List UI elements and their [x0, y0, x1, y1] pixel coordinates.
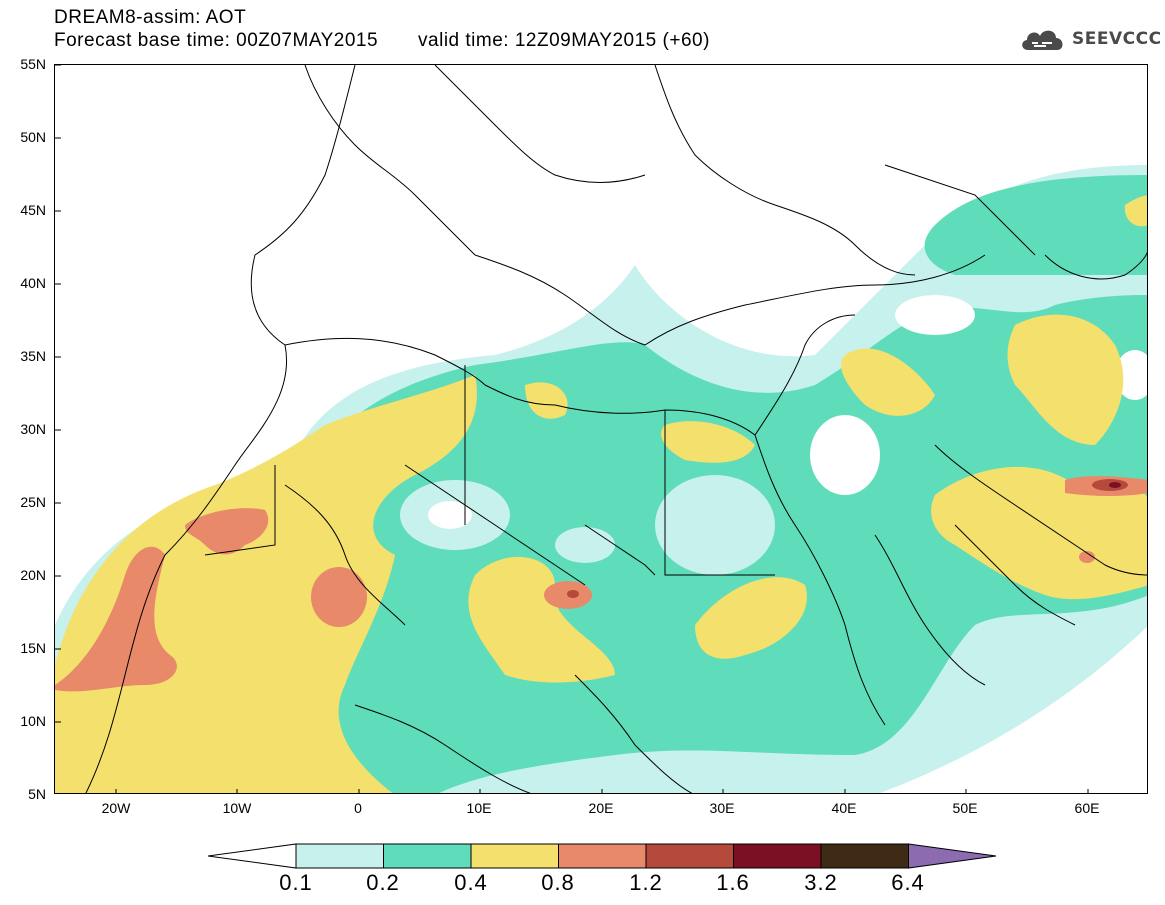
cloud-icon — [1022, 30, 1063, 50]
aot-light-areas — [400, 475, 775, 575]
seevccc-logo: SEEVCCC — [1018, 24, 1162, 54]
colorbar-swatch-3.2 — [820, 843, 909, 869]
graticule-ticks — [55, 65, 1089, 793]
colorbar-over-arrow — [908, 843, 997, 869]
lat-label-35N: 35N — [20, 348, 46, 364]
aot-field — [55, 65, 1147, 793]
aot-contour-0.4 — [55, 195, 1147, 793]
lon-label-60E: 60E — [1074, 800, 1100, 816]
colorbar-label: 3.2 — [804, 870, 838, 895]
map-header: DREAM8-assim: AOT Forecast base time: 00… — [54, 6, 710, 52]
colorbar-under-arrow — [208, 843, 297, 869]
lat-label-50N: 50N — [20, 129, 46, 145]
colorbar-label: 0.2 — [366, 870, 400, 895]
coastlines — [85, 65, 1147, 793]
lat-label-15N: 15N — [20, 640, 46, 656]
colorbar-swatch-0.1 — [295, 843, 384, 869]
lat-label-25N: 25N — [20, 494, 46, 510]
aot-colorbar — [208, 843, 997, 869]
colorbar-label: 1.2 — [629, 870, 663, 895]
lon-label-0: 0 — [354, 800, 362, 816]
aot-contour-0.8 — [55, 476, 1147, 692]
time-info: Forecast base time: 00Z07MAY2015 valid ti… — [54, 29, 710, 52]
product-title: DREAM8-assim: AOT — [54, 7, 247, 28]
lat-label-30N: 30N — [20, 421, 46, 437]
colorbar-label: 0.1 — [279, 870, 313, 895]
colorbar-swatch-1.2 — [645, 843, 734, 869]
lat-label-5N: 5N — [28, 786, 46, 802]
colorbar-swatch-0.4 — [470, 843, 559, 869]
lon-label-10E: 10E — [466, 800, 492, 816]
lon-label-10W: 10W — [222, 800, 252, 816]
lon-label-50E: 50E — [952, 800, 978, 816]
colorbar-swatch-0.2 — [383, 843, 472, 869]
lon-label-20W: 20W — [101, 800, 131, 816]
colorbar-label: 0.8 — [541, 870, 575, 895]
base-time: Forecast base time: 00Z07MAY2015 — [54, 30, 379, 51]
colorbar-label: 0.4 — [454, 870, 488, 895]
lon-label-30E: 30E — [709, 800, 735, 816]
lon-label-40E: 40E — [831, 800, 857, 816]
lat-label-10N: 10N — [20, 713, 46, 729]
lat-label-20N: 20N — [20, 567, 46, 583]
aot-map — [54, 64, 1148, 794]
lat-label-45N: 45N — [20, 202, 46, 218]
colorbar-label: 1.6 — [716, 870, 750, 895]
logo-text: SEEVCCC — [1072, 29, 1162, 49]
colorbar-swatch-1.6 — [733, 843, 822, 869]
aot-contour-1.6 — [1109, 482, 1121, 488]
colorbar-swatch-0.8 — [558, 843, 647, 869]
valid-time: valid time: 12Z09MAY2015 (+60) — [418, 30, 710, 51]
lat-label-40N: 40N — [20, 275, 46, 291]
lon-label-20E: 20E — [588, 800, 614, 816]
colorbar-label: 6.4 — [891, 870, 925, 895]
lat-label-55N: 55N — [20, 56, 46, 72]
